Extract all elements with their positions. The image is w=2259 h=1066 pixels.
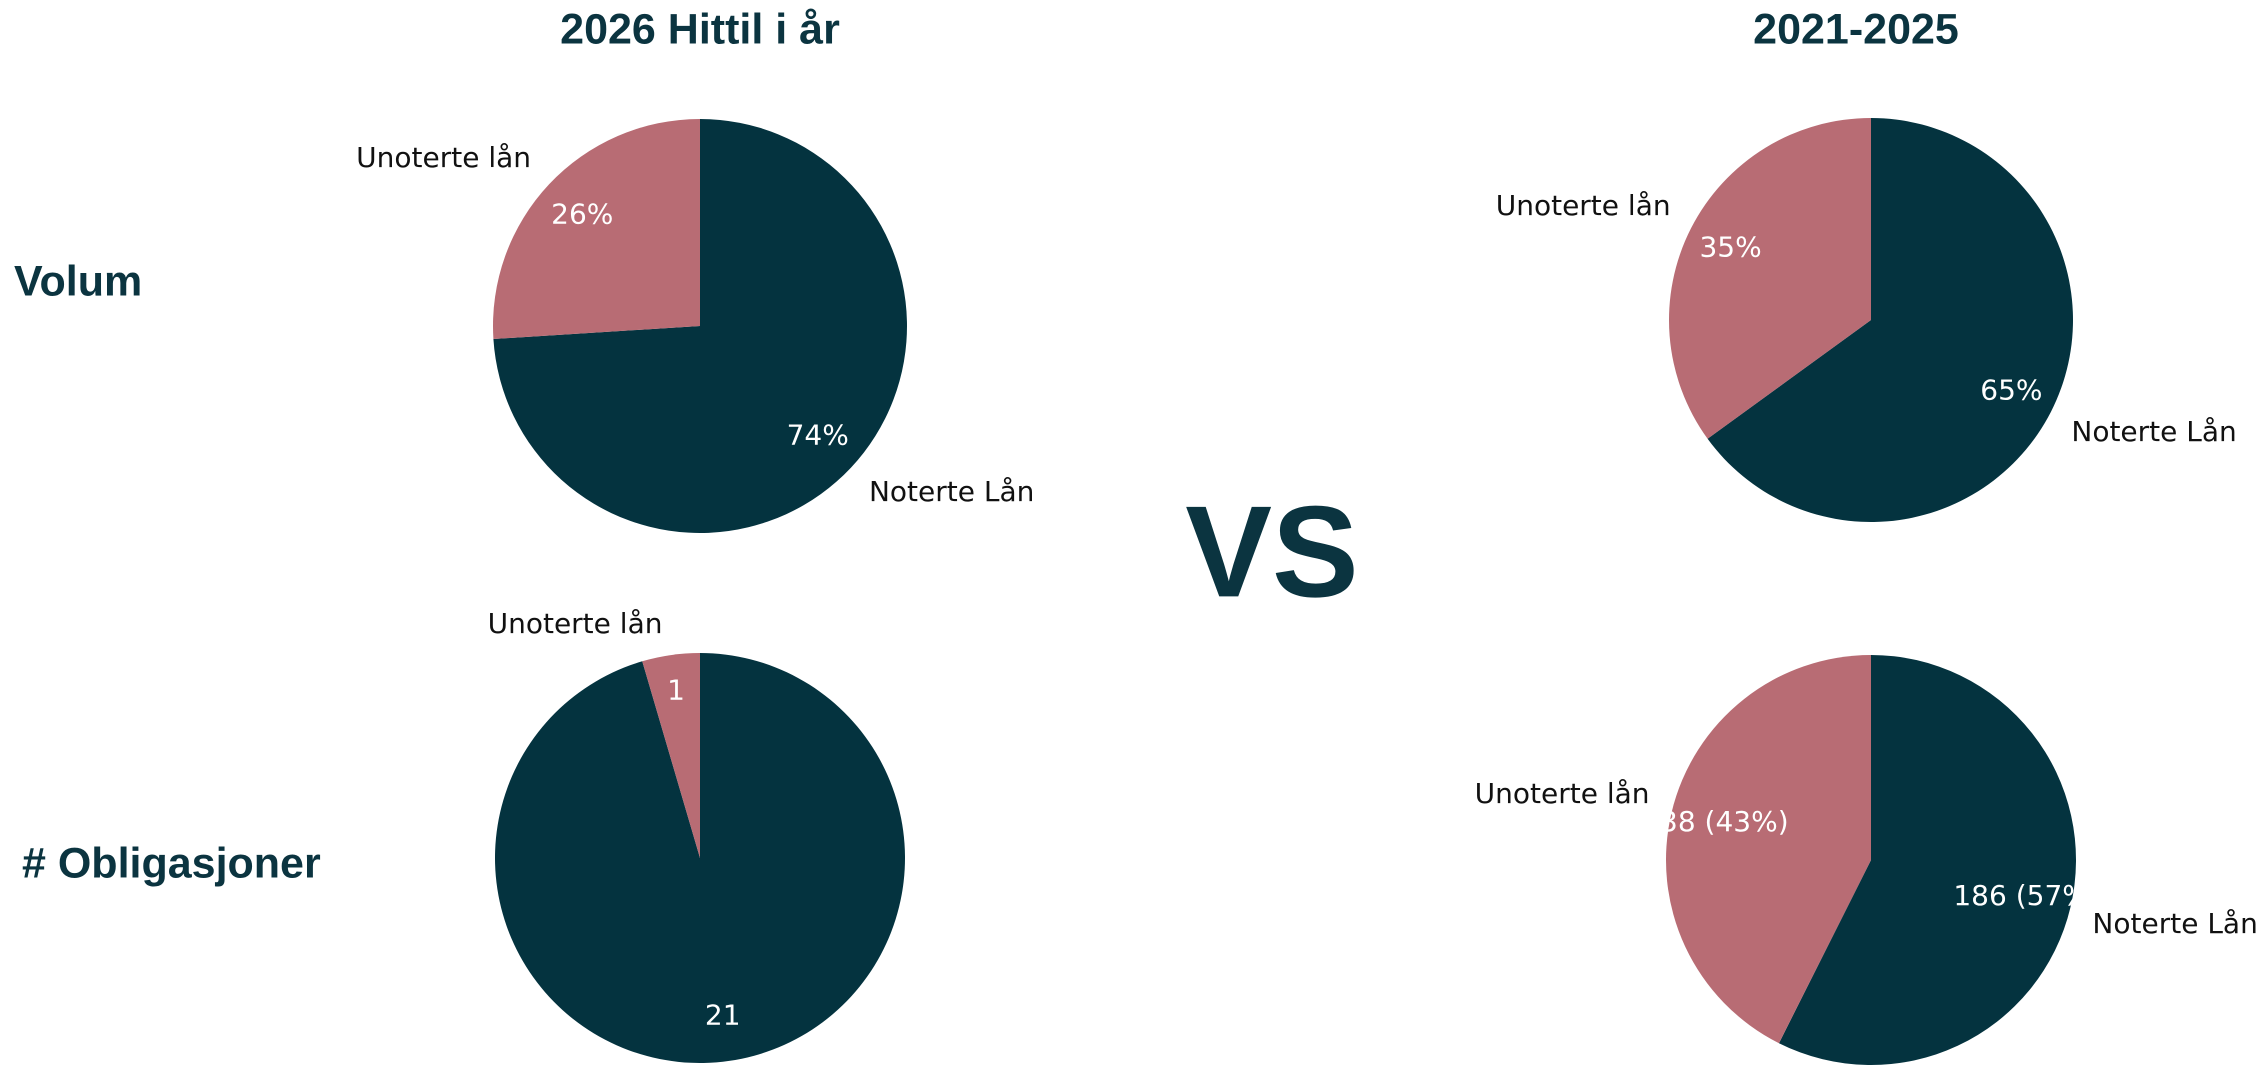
slice-category-label: Unoterte lån bbox=[488, 607, 663, 640]
slice-value-label: 35% bbox=[1699, 230, 1761, 263]
slice-value-label: 1 bbox=[667, 674, 685, 707]
pie-slice bbox=[493, 119, 700, 339]
pie-slice bbox=[494, 653, 906, 1063]
row-title: Volum bbox=[14, 257, 142, 305]
pie-slice bbox=[1665, 655, 1871, 1044]
pie-slice bbox=[1707, 118, 2074, 522]
column-title: 2026 Hittil i år bbox=[560, 5, 840, 53]
slice-category-label: Unoterte lån bbox=[1475, 777, 1650, 810]
pie-slice bbox=[493, 119, 907, 533]
slice-category-label: Noterte Lån bbox=[2071, 415, 2236, 448]
pie-slice bbox=[1669, 118, 1871, 439]
slice-category-label: Unoterte lån bbox=[356, 141, 531, 174]
row-title: # Obligasjoner bbox=[22, 839, 321, 887]
slice-value-label: 186 (57%) bbox=[1953, 879, 2099, 912]
slice-value-label: 74% bbox=[787, 419, 849, 452]
slice-category-label: Noterte Lån bbox=[869, 475, 1034, 508]
slice-category-label: Unoterte lån bbox=[1496, 189, 1671, 222]
slice-value-label: 21 bbox=[705, 998, 741, 1031]
slice-category-label: Noterte Lån bbox=[2092, 907, 2257, 940]
slice-value-label: 138 (43%) bbox=[1642, 805, 1788, 838]
pie-slice bbox=[1778, 655, 2076, 1065]
vs-separator: VS bbox=[1185, 478, 1358, 624]
slice-value-label: 65% bbox=[1980, 374, 2042, 407]
pie-slice bbox=[642, 652, 700, 858]
column-title: 2021-2025 bbox=[1753, 5, 1959, 53]
slice-value-label: 26% bbox=[551, 197, 613, 230]
